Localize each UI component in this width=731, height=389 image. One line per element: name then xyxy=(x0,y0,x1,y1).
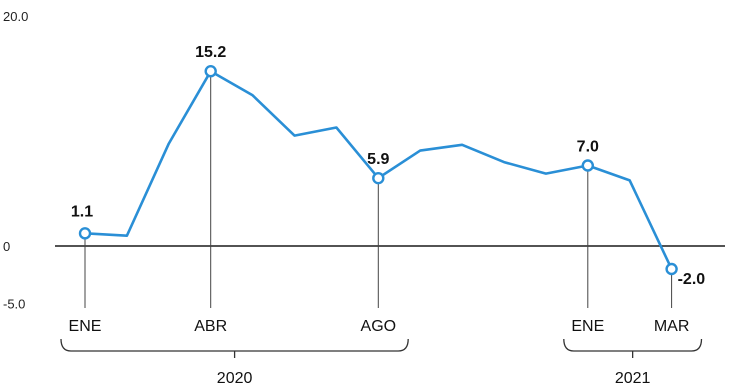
point-marker xyxy=(665,262,678,276)
point-marker xyxy=(372,171,385,185)
year-label: 2021 xyxy=(615,370,651,387)
year-brackets: 2020 2021 xyxy=(60,338,703,387)
year-bracket xyxy=(563,338,703,352)
y-tick-label: 20.0 xyxy=(3,9,28,24)
data-label: 1.1 xyxy=(71,203,93,220)
data-label: 7.0 xyxy=(577,139,599,156)
point-marker xyxy=(78,227,92,240)
y-tick-label: 0 xyxy=(3,239,10,254)
month-label: ENE xyxy=(69,318,102,335)
data-label: 15.2 xyxy=(195,44,226,61)
month-label: MAR xyxy=(654,318,690,335)
year-bracket xyxy=(60,338,409,352)
y-axis-ticks: 20.0 0 -5.0 xyxy=(3,9,28,312)
y-tick-label: -5.0 xyxy=(3,297,25,312)
year-label: 2020 xyxy=(217,370,253,387)
point-markers xyxy=(78,64,678,276)
point-marker xyxy=(581,159,594,172)
month-label: ENE xyxy=(571,318,604,335)
month-label: ABR xyxy=(194,318,227,335)
month-label: AGO xyxy=(361,318,397,335)
point-marker xyxy=(204,64,217,78)
data-label: 5.9 xyxy=(367,151,389,168)
data-label: -2.0 xyxy=(678,271,706,288)
point-drop-lines xyxy=(84,71,673,308)
x-axis-month-labels: ENE ABR AGO ENE MAR xyxy=(69,318,690,335)
data-labels: 1.1 15.2 5.9 7.0 -2.0 xyxy=(71,44,705,288)
